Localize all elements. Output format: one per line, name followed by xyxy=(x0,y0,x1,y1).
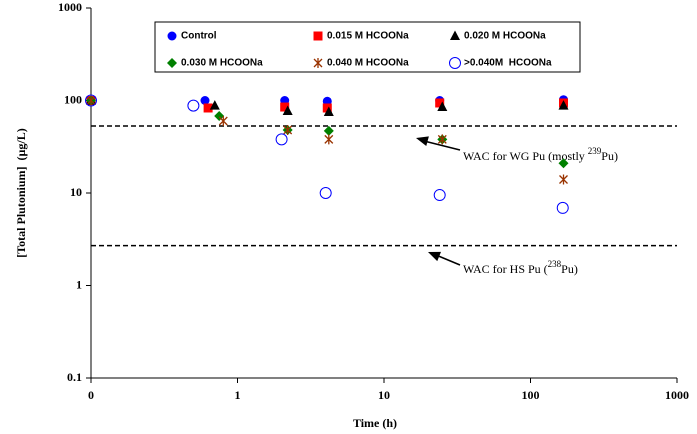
point xyxy=(209,100,220,110)
point xyxy=(435,98,445,108)
legend-label: 0.040 M HCOONa xyxy=(327,58,409,69)
point xyxy=(323,125,334,136)
annotation-part: Pu) xyxy=(601,149,618,163)
point xyxy=(558,100,569,110)
legend-label: 0.015 M HCOONa xyxy=(327,31,409,42)
point xyxy=(203,103,213,113)
y-tick-label: 1 xyxy=(76,277,82,291)
point xyxy=(319,187,332,199)
x-tick-label: 1 xyxy=(235,388,241,402)
point xyxy=(280,102,290,112)
y-tick-label: 1000 xyxy=(58,0,82,14)
annotation-arrow xyxy=(423,140,461,151)
annotation: WAC for HS Pu (238Pu) xyxy=(463,259,578,276)
annotation-arrowhead xyxy=(416,136,429,146)
point xyxy=(323,106,334,117)
annotation-superscript: 239 xyxy=(588,146,602,156)
x-tick-label: 100 xyxy=(522,388,540,402)
y-axis-title: [Total Plutonium] (µg/L) xyxy=(14,128,28,257)
point xyxy=(556,201,569,214)
point xyxy=(437,134,447,145)
annotation-part: Pu) xyxy=(561,262,578,276)
legend-label: >0.040M HCOONa xyxy=(464,58,552,69)
point xyxy=(86,95,96,106)
point xyxy=(558,158,569,169)
point xyxy=(275,133,288,146)
point xyxy=(187,99,200,112)
legend-label: Control xyxy=(181,31,217,42)
x-axis-title: Time (h) xyxy=(353,416,397,430)
annotation-superscript: 238 xyxy=(548,259,562,269)
legend-box xyxy=(154,21,581,73)
annotation-arrow xyxy=(435,254,461,266)
point xyxy=(322,103,332,113)
point xyxy=(200,96,210,105)
y-tick-label: 100 xyxy=(64,92,82,106)
annotation: WAC for WG Pu (mostly 239Pu) xyxy=(463,146,618,163)
x-tick-label: 0 xyxy=(88,388,94,402)
point xyxy=(559,174,568,185)
y-tick-label: 0.1 xyxy=(67,370,82,384)
annotation-part: WAC for WG Pu (mostly xyxy=(463,149,588,163)
point xyxy=(324,134,334,145)
point xyxy=(214,110,225,121)
x-tick-label: 10 xyxy=(378,388,390,402)
point xyxy=(437,101,448,112)
y-tick-label: 10 xyxy=(70,185,82,199)
legend-marker xyxy=(313,58,323,68)
legend-marker xyxy=(167,31,177,41)
point xyxy=(218,116,228,127)
legend-marker xyxy=(449,57,461,69)
x-tick-label: 1000 xyxy=(665,388,689,402)
point xyxy=(283,124,293,135)
legend-marker xyxy=(450,30,460,40)
legend-label: 0.020 M HCOONa xyxy=(464,31,546,42)
legend-marker xyxy=(167,58,177,68)
point xyxy=(282,105,293,115)
annotation-part: WAC for HS Pu ( xyxy=(463,262,548,276)
point xyxy=(85,94,97,107)
annotation-arrowhead xyxy=(428,251,441,262)
legend-label: 0.030 M HCOONa xyxy=(181,58,263,69)
legend-marker xyxy=(313,31,323,41)
point xyxy=(433,189,446,202)
